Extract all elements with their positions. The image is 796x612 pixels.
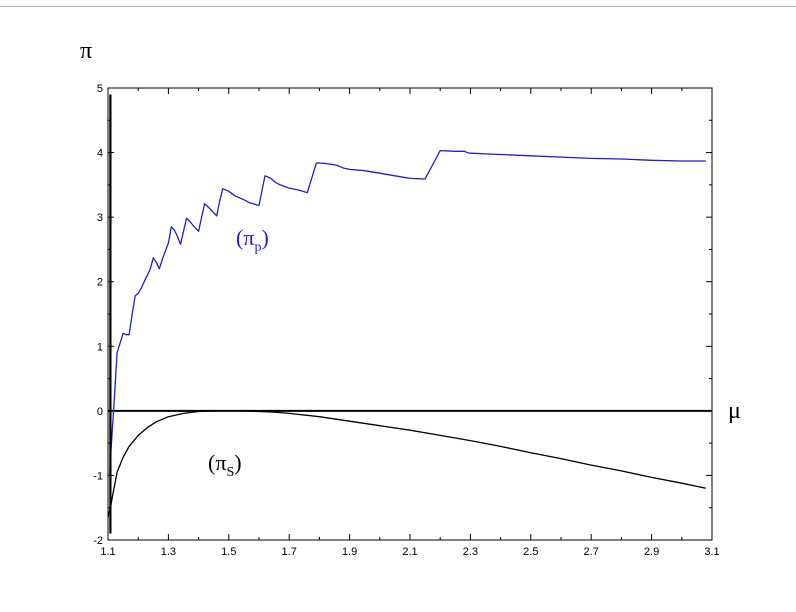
y-tick-label: 1 <box>97 341 103 353</box>
x-tick-label: 2.9 <box>644 546 659 558</box>
x-tick-label: 3.1 <box>704 546 719 558</box>
x-tick-label: 1.7 <box>282 546 297 558</box>
x-axis-ticks: 1.1 1.3 1.5 1.7 1.9 2.1 2.3 2.5 2.7 2.9 3.1 <box>100 88 720 558</box>
y-tick-label: 2 <box>97 277 103 289</box>
label-pi-p: (πp) <box>236 225 269 255</box>
x-tick-label: 2.5 <box>523 546 538 558</box>
series-line-pi-p <box>109 149 706 476</box>
y-tick-label: 5 <box>97 83 103 95</box>
top-rule <box>0 6 796 7</box>
x-tick-label: 1.5 <box>221 546 236 558</box>
x-tick-label: 2.1 <box>402 546 417 558</box>
x-tick-label: 1.3 <box>161 546 176 558</box>
y-tick-label: 4 <box>97 148 103 160</box>
series-line-pi-s <box>107 410 707 518</box>
y-tick-label: -1 <box>93 470 103 482</box>
x-tick-label: 1.1 <box>100 546 115 558</box>
x-tick-label: 2.3 <box>463 546 478 558</box>
x-tick-label: 2.7 <box>584 546 599 558</box>
y-axis-ticks: -2 -1 0 1 2 3 4 5 <box>93 83 712 547</box>
plot-frame <box>107 87 713 541</box>
y-tick-label: -2 <box>93 535 103 547</box>
label-pi-s: (πS) <box>208 450 242 480</box>
x-tick-label: 1.9 <box>342 546 357 558</box>
x-axis-title: μ <box>728 398 741 424</box>
y-axis-title: π <box>80 38 92 64</box>
series-layer <box>107 149 707 518</box>
y-tick-label: 3 <box>97 212 103 224</box>
y-tick-label: 0 <box>97 406 103 418</box>
